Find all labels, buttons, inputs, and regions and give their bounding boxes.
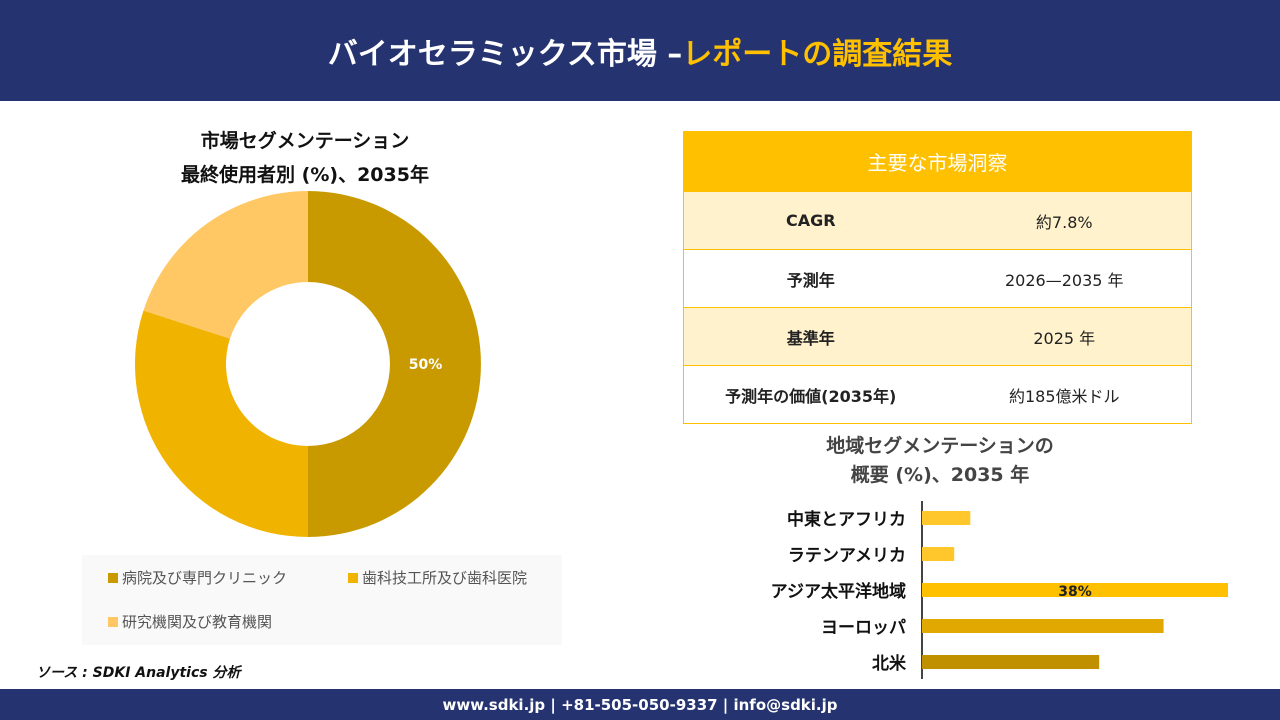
bar — [922, 583, 1228, 597]
donut-legend: 病院及び専門クリニック 歯科技工所及び歯科医院 研究機関及び教育機関 — [82, 555, 562, 645]
bar-category-label: ラテンアメリカ — [788, 546, 906, 566]
bar-category-label: 北米 — [872, 653, 907, 674]
insights-title: 主要な市場洞察 — [684, 132, 1191, 191]
row-value: 2025 年 — [1033, 328, 1096, 348]
bar — [922, 547, 955, 561]
footer-contact: www.sdki.jp | +81-505-050-9337 | info@sd… — [0, 689, 1280, 720]
bar-category-label: ヨーロッパ — [821, 618, 906, 638]
table-row: 予測年の価値(2035年) 約185億米ドル — [684, 365, 1191, 423]
legend-item: 研究機関及び教育機関 — [108, 611, 272, 632]
donut-chart: 50% — [135, 191, 481, 537]
donut-slice — [135, 310, 308, 537]
insights-table: 主要な市場洞察 CAGR 約7.8% 予測年 2026—2035 年 基準年 2025… — [683, 131, 1192, 424]
donut-title-line2: 最終使用者別 (%)、2035年 — [181, 164, 429, 186]
row-key: 基準年 — [786, 328, 835, 348]
row-value: 約185億米ドル — [1008, 386, 1120, 406]
bar-category-label: 中東とアフリカ — [787, 509, 906, 530]
row-key: 予測年の価値(2035年) — [725, 386, 897, 406]
source-note: ソース : SDKI Analytics 分析 — [36, 665, 241, 681]
legend-swatch — [108, 572, 118, 583]
legend-label: 病院及び専門クリニック — [122, 569, 288, 587]
legend-swatch — [348, 572, 358, 583]
row-value: 約7.8% — [1035, 212, 1093, 232]
row-value: 2026—2035 年 — [1004, 270, 1124, 290]
legend-label: 研究機関及び教育機関 — [122, 613, 273, 631]
legend-item: 病院及び専門クリニック — [108, 567, 287, 588]
bar — [922, 655, 1100, 669]
donut-data-label: 50% — [409, 357, 443, 373]
row-key: CAGR — [785, 211, 836, 230]
table-row: CAGR 約7.8% — [684, 191, 1191, 249]
bar-title-line2: 概要 (%)、2035 年 — [850, 464, 1030, 486]
bar-data-label: 38% — [1058, 584, 1092, 600]
table-row: 基準年 2025 年 — [684, 307, 1191, 365]
bar-title-line1: 地域セグメンテーションの — [826, 435, 1054, 457]
bar-title: 地域セグメンテーションの 概要 (%)、2035 年 — [760, 432, 1120, 490]
table-row: 予測年 2026—2035 年 — [684, 249, 1191, 307]
bar — [922, 619, 1164, 633]
bar — [922, 511, 971, 525]
legend-label: 歯科技工所及び歯科医院 — [362, 569, 528, 587]
bar-category-label: アジア太平洋地域 — [771, 581, 906, 602]
header: バイオセラミックス市場 – レポートの調査結果 — [0, 0, 1280, 101]
page-title: バイオセラミックス市場 – — [327, 36, 683, 72]
legend-item: 歯科技工所及び歯科医院 — [348, 567, 527, 588]
donut-title: 市場セグメンテーション 最終使用者別 (%)、2035年 — [100, 124, 510, 192]
donut-title-line1: 市場セグメンテーション — [200, 130, 410, 152]
donut-slice — [308, 191, 481, 537]
page-title-highlight: レポートの調査結果 — [682, 36, 953, 72]
legend-swatch — [108, 616, 118, 627]
row-key: 予測年 — [786, 270, 835, 290]
donut-slice — [143, 191, 308, 339]
